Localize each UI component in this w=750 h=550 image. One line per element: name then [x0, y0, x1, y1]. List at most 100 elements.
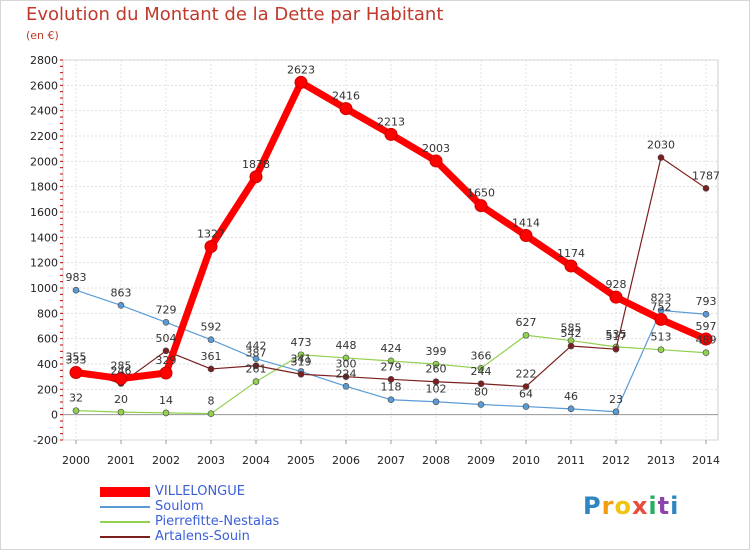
y-tick-label: 1000 — [30, 282, 58, 295]
logo-letter: P — [583, 492, 602, 520]
data-point-0 — [159, 366, 173, 380]
logo-letter: r — [601, 492, 615, 520]
data-point-3 — [342, 373, 350, 380]
data-label-0: 1327 — [197, 228, 225, 241]
data-label-1: 80 — [474, 386, 488, 399]
data-label-2: 585 — [561, 322, 582, 335]
data-label-2: 448 — [336, 339, 357, 352]
logo-letter: x — [631, 492, 649, 520]
data-point-0 — [699, 332, 713, 346]
data-label-1: 64 — [519, 388, 533, 401]
data-label-0: 2003 — [422, 142, 450, 155]
data-point-3 — [522, 383, 530, 390]
data-label-3: 2030 — [647, 139, 675, 152]
data-label-2: 14 — [159, 394, 173, 407]
data-label-2: 399 — [426, 345, 447, 358]
data-label-3: 1787 — [692, 169, 720, 182]
legend-label: Soulom — [155, 499, 204, 514]
data-point-1 — [72, 286, 80, 294]
data-point-1 — [252, 355, 260, 362]
data-point-1 — [522, 403, 530, 410]
data-point-2 — [522, 331, 530, 339]
data-label-3: 260 — [426, 363, 447, 376]
data-label-3: 361 — [201, 350, 222, 363]
data-point-0 — [339, 102, 353, 116]
data-label-0: 2213 — [377, 115, 405, 128]
data-label-3: 279 — [381, 360, 402, 373]
x-tick-label: 2006 — [332, 454, 360, 467]
x-tick-label: 2002 — [152, 454, 180, 467]
data-label-2: 8 — [208, 395, 215, 408]
data-label-0: 928 — [606, 278, 627, 291]
x-tick-label: 2008 — [422, 454, 450, 467]
data-point-0 — [564, 259, 578, 273]
x-tick-label: 2005 — [287, 454, 315, 467]
data-point-1 — [477, 401, 485, 408]
data-point-2 — [297, 351, 305, 359]
y-tick-label: 2000 — [30, 155, 58, 168]
data-label-0: 285 — [111, 360, 132, 373]
data-label-0: 1650 — [467, 187, 495, 200]
data-point-2 — [387, 357, 395, 365]
data-label-1: 46 — [564, 390, 578, 403]
y-tick-label: 1200 — [30, 257, 58, 270]
data-point-3 — [477, 380, 485, 388]
data-point-1 — [612, 408, 620, 416]
x-tick-label: 2012 — [602, 454, 630, 467]
x-tick-label: 2000 — [62, 454, 90, 467]
data-point-3 — [432, 378, 440, 386]
data-point-2 — [162, 409, 170, 417]
data-label-3: 517 — [606, 330, 627, 343]
data-point-3 — [702, 185, 710, 192]
y-tick-label: 1400 — [30, 231, 58, 244]
data-point-3 — [162, 347, 170, 355]
data-label-0: 752 — [651, 300, 672, 313]
data-point-0 — [69, 365, 83, 379]
proxiti-logo: Proxiti — [583, 492, 679, 520]
data-point-1 — [117, 302, 125, 309]
x-tick-label: 2009 — [467, 454, 495, 467]
data-point-0 — [294, 75, 308, 89]
x-tick-label: 2004 — [242, 454, 270, 467]
logo-letter: t — [657, 492, 671, 520]
data-point-3 — [297, 370, 305, 378]
data-label-1: 341 — [291, 352, 312, 365]
data-label-1: 729 — [156, 303, 177, 316]
data-point-1 — [342, 382, 350, 390]
data-point-0 — [429, 154, 443, 168]
legend-label: VILLELONGUE — [155, 484, 245, 499]
data-label-1: 442 — [246, 340, 267, 353]
data-label-3: 300 — [336, 358, 357, 371]
y-tick-label: 2400 — [30, 105, 58, 118]
data-point-1 — [432, 398, 440, 406]
data-point-3 — [657, 154, 665, 161]
data-label-1: 823 — [651, 291, 672, 304]
data-label-0: 329 — [156, 354, 177, 367]
data-point-1 — [567, 405, 575, 413]
data-label-0: 333 — [66, 353, 87, 366]
data-label-3: 222 — [516, 368, 537, 381]
data-label-1: 224 — [336, 367, 357, 380]
x-tick-label: 2003 — [197, 454, 225, 467]
y-tick-label: 400 — [37, 358, 58, 371]
data-label-1: 863 — [111, 286, 132, 299]
data-label-1: 592 — [201, 321, 222, 334]
x-tick-label: 2014 — [692, 454, 720, 467]
data-point-3 — [612, 345, 620, 353]
data-label-3: 387 — [246, 347, 267, 360]
y-tick-label: 0 — [51, 409, 58, 422]
data-point-2 — [252, 378, 260, 385]
legend-label: Artalens-Souin — [155, 529, 250, 544]
y-tick-label: 2800 — [30, 54, 58, 67]
data-label-2: 366 — [471, 349, 492, 362]
legend-swatch — [100, 536, 150, 538]
data-label-2: 513 — [651, 331, 672, 344]
y-tick-label: -200 — [33, 434, 58, 447]
data-label-3: 542 — [561, 327, 582, 340]
y-tick-label: 200 — [37, 383, 58, 396]
logo-letter: i — [670, 492, 680, 520]
data-label-2: 20 — [114, 393, 128, 406]
data-point-0 — [384, 127, 398, 141]
data-label-2: 424 — [381, 342, 402, 355]
data-label-1: 983 — [66, 271, 87, 284]
